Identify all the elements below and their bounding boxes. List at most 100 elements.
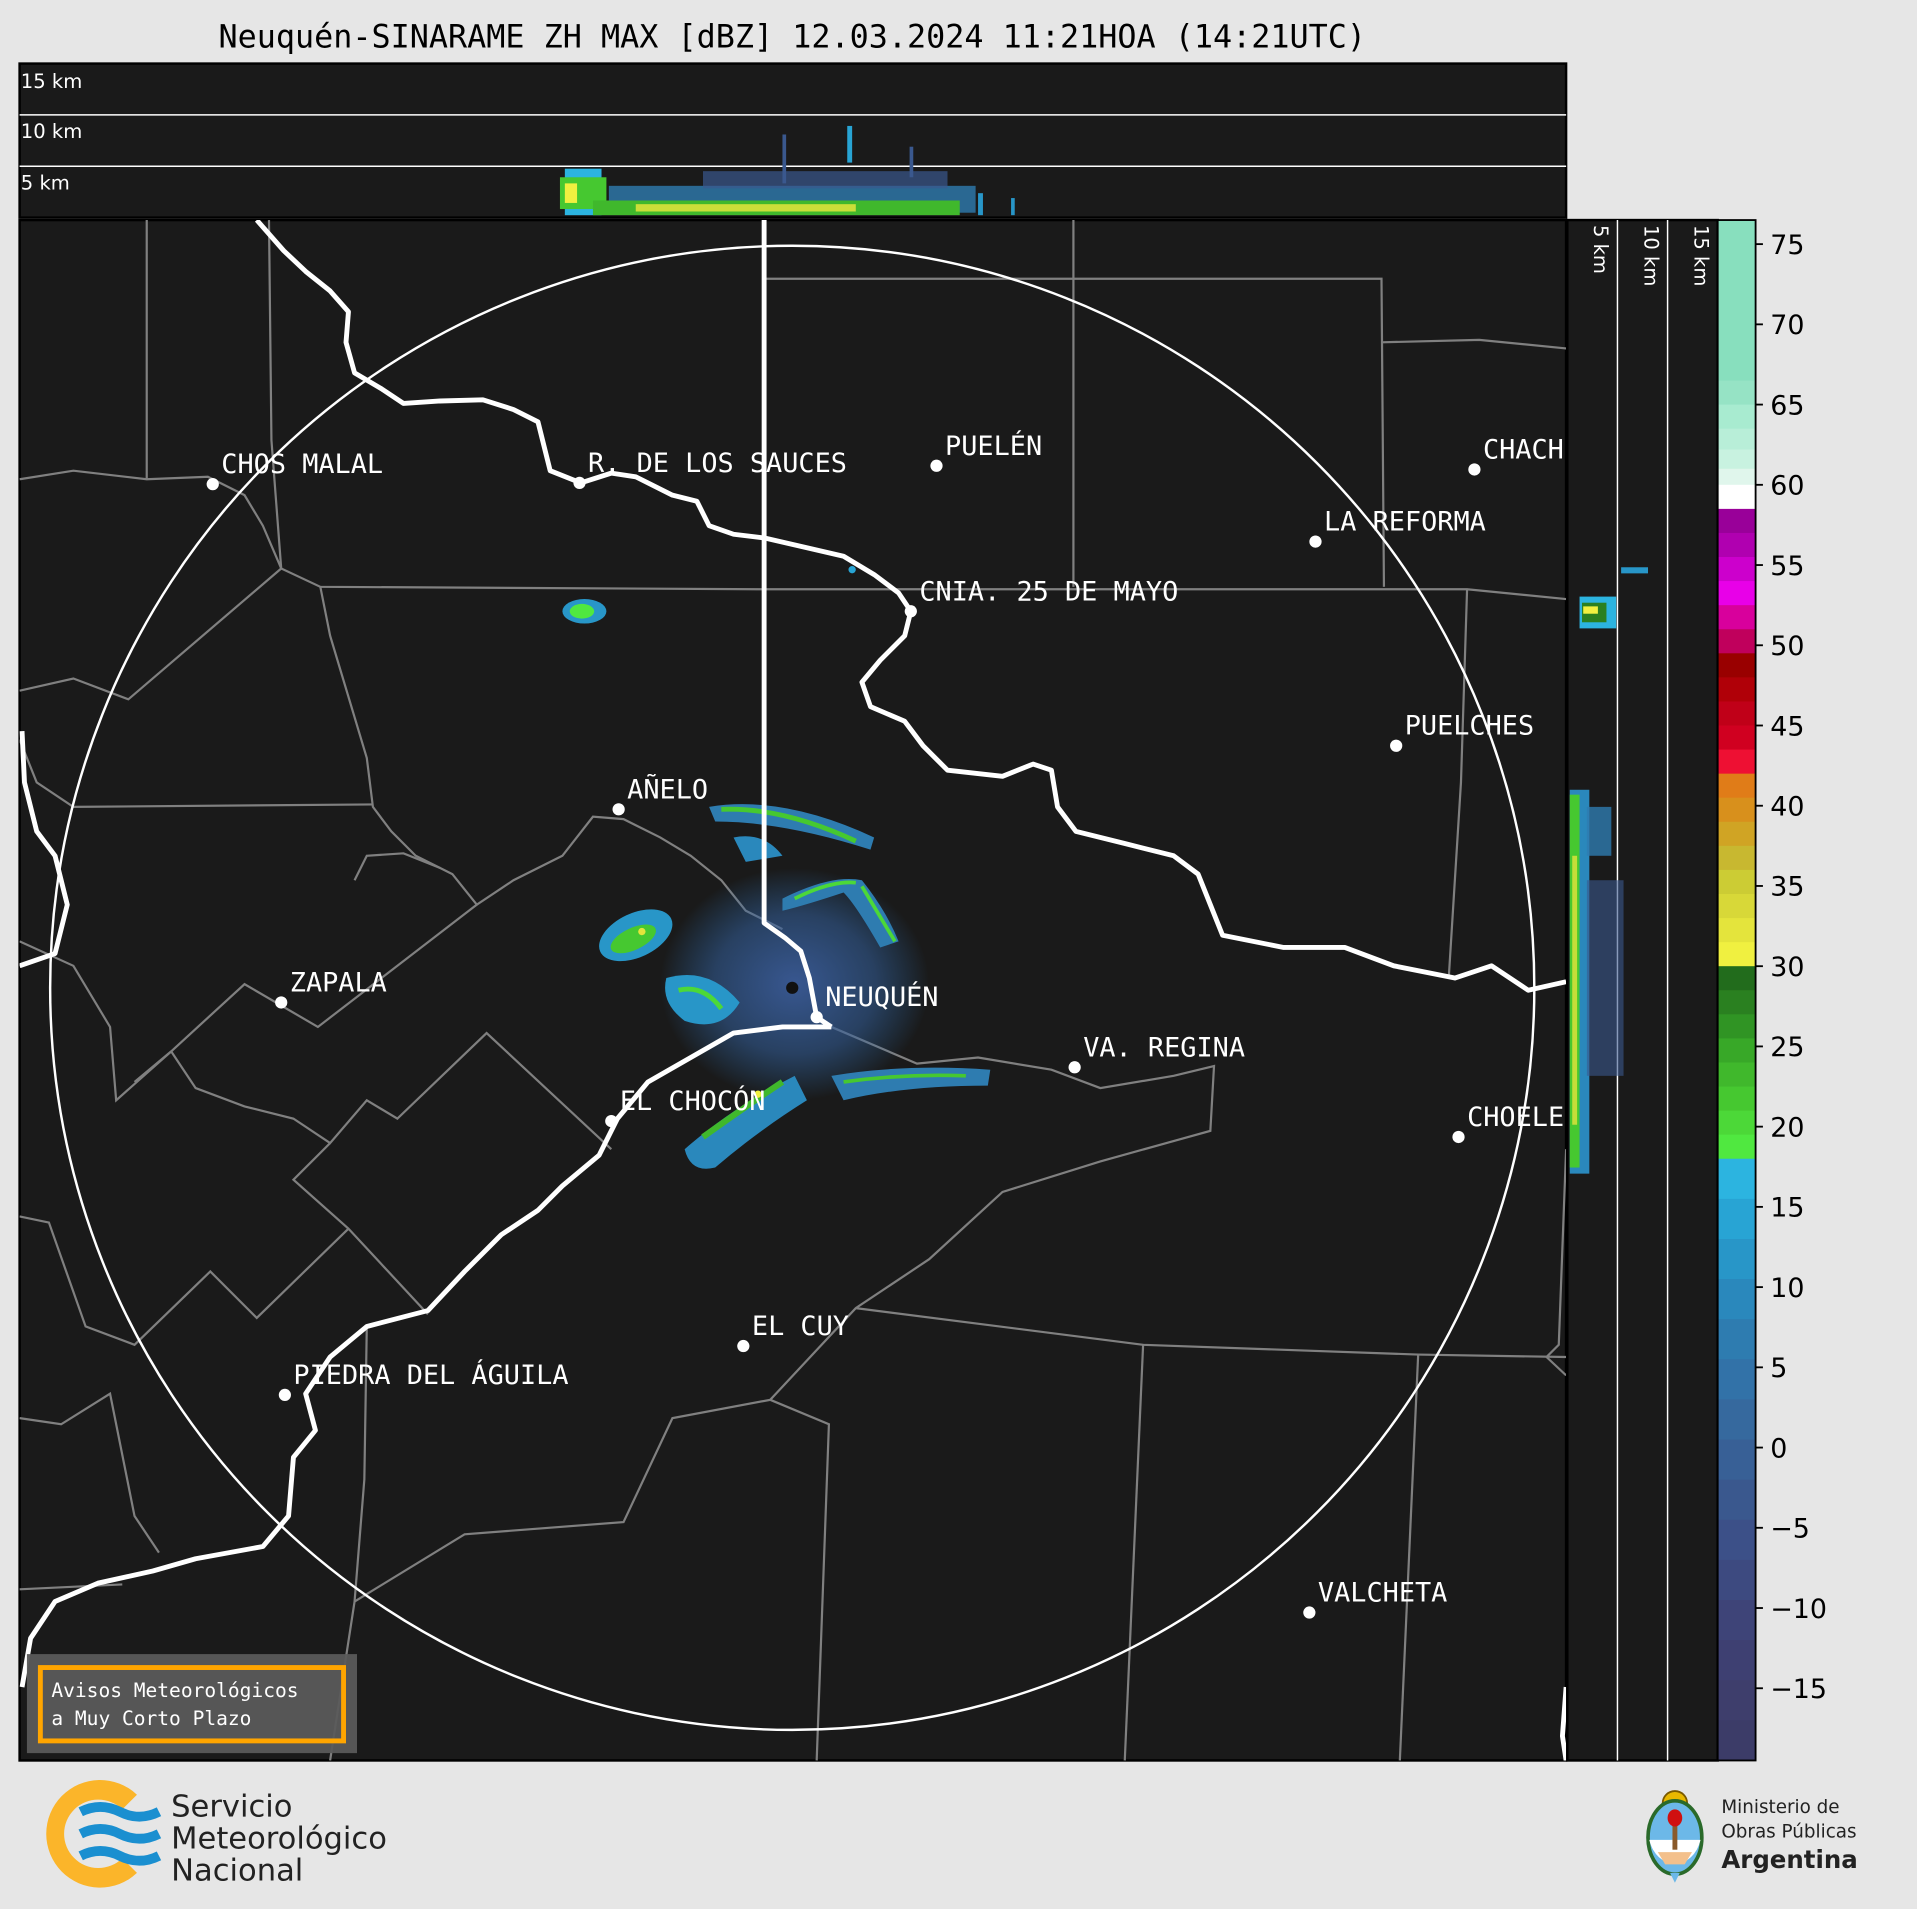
side-height-label-5km: 5 km: [1589, 225, 1612, 274]
colorbar-segment: [1717, 1720, 1756, 1762]
city-la-reforma: LA REFORMA: [1309, 507, 1486, 548]
top-height-panel: 15 km 10 km 5 km: [18, 62, 1568, 219]
colorbar-tick-label: 55: [1770, 551, 1804, 582]
city-dot-icon: [612, 803, 625, 816]
city-dot-icon: [737, 1339, 750, 1353]
colorbar-segment: [1717, 468, 1756, 486]
colorbar-segment: [1717, 1062, 1756, 1088]
colorbar-segment: [1717, 1014, 1756, 1040]
colorbar-segment: [1717, 725, 1756, 751]
smn-waves-icon: [78, 1802, 162, 1866]
colorbar-tick-label: 70: [1770, 310, 1804, 341]
city-dot-icon: [605, 1114, 618, 1128]
colorbar-segment: [1717, 1359, 1756, 1401]
city-dot-icon: [1452, 1130, 1465, 1144]
city-label: AÑELO: [627, 773, 708, 805]
smn-logo: Servicio Meteorológico Nacional: [46, 1780, 387, 1888]
city-dot-icon: [1309, 535, 1322, 548]
colorbar-segment: [1717, 677, 1756, 703]
colorbar-segment: [1717, 428, 1756, 451]
colorbar-segment: [1717, 1640, 1756, 1681]
city-va-regina: VA. REGINA: [1068, 1032, 1245, 1074]
colorbar-segment: [1717, 557, 1756, 582]
city-dot-icon: [206, 478, 219, 491]
city-dot-icon: [1068, 1061, 1081, 1074]
city-label: ZAPALA: [290, 967, 387, 998]
colorbar-segment: [1717, 605, 1756, 630]
colorbar-tick-label: 0: [1770, 1433, 1787, 1464]
city-label: NEUQUÉN: [825, 981, 938, 1013]
top-panel-echoes: [559, 125, 1015, 216]
colorbar-segment: [1717, 918, 1756, 943]
colorbar-tick-label: 15: [1770, 1193, 1804, 1224]
alert-box-border: [37, 1665, 347, 1744]
city-label: EL CHOCÓN: [620, 1085, 766, 1117]
colorbar-segment: [1717, 404, 1756, 430]
city-dot-icon: [1468, 463, 1481, 476]
side-height-label-15km: 15 km: [1689, 225, 1712, 286]
colorbar-segment: [1717, 797, 1756, 823]
city-label: PIEDRA DEL ÁGUILA: [293, 1359, 568, 1391]
city-chos-malal: CHOS MALAL: [206, 449, 383, 491]
colorbar-segment: [1717, 1680, 1756, 1721]
city-zapala: ZAPALA: [275, 967, 387, 1009]
colorbar-tick-label: 30: [1770, 952, 1804, 983]
colorbar-tick-label: −5: [1770, 1514, 1810, 1545]
colorbar-tick-label: 60: [1770, 471, 1804, 502]
colorbar-tick-label: 20: [1770, 1112, 1804, 1143]
city-markers: CHOS MALAL R. DE LOS SAUCES PUELÉN CHACH LA …: [206, 430, 1564, 1619]
colorbar-tick-label: 50: [1770, 631, 1804, 662]
colorbar-segment: [1717, 821, 1756, 847]
colorbar-tick-label: 65: [1770, 390, 1804, 421]
colorbar-segment: [1717, 1158, 1756, 1200]
colorbar-segment: [1717, 773, 1756, 799]
figure-title: Neuquén-SINARAME ZH MAX [dBZ] 12.03.2024…: [218, 20, 1365, 56]
city-label: CHOS MALAL: [221, 449, 383, 480]
colorbar-segment: [1717, 380, 1756, 406]
city-label: EL CUY: [752, 1311, 849, 1342]
side-height-panel: 5 km 10 km 15 km: [1566, 218, 1719, 1762]
colorbar-segment: [1717, 532, 1756, 558]
city-dot-icon: [810, 1011, 823, 1024]
height-label-15km: 15 km: [21, 70, 82, 93]
ministry-text-2: Obras Públicas: [1721, 1821, 1856, 1842]
city-dot-icon: [904, 605, 917, 618]
city-piedra-del-águila: PIEDRA DEL ÁGUILA: [278, 1359, 568, 1402]
colorbar-tick-label: 35: [1770, 872, 1804, 903]
colorbar-tick-label: 40: [1770, 792, 1804, 823]
city-label: LA REFORMA: [1324, 507, 1486, 538]
colorbar-segment: [1717, 508, 1756, 534]
colorbar-segment: [1717, 869, 1756, 895]
city-chach: CHACH: [1468, 434, 1564, 476]
colorbar-segment: [1717, 1399, 1756, 1441]
colorbar-segment: [1717, 701, 1756, 727]
city-dot-icon: [573, 476, 586, 490]
colorbar-segment: [1717, 629, 1756, 654]
city-label: PUELÉN: [945, 430, 1042, 462]
colorbar-segment: [1717, 1086, 1756, 1112]
colorbar-segment: [1717, 942, 1756, 967]
alert-box[interactable]: Avisos Meteorológicos a Muy Corto Plazo: [26, 1654, 358, 1754]
ministry-text-3: Argentina: [1721, 1845, 1857, 1874]
alert-box-line1: Avisos Meteorológicos: [51, 1679, 298, 1702]
colorbar-segment: [1717, 1110, 1756, 1136]
colorbar-segment: [1717, 966, 1756, 991]
height-label-5km: 5 km: [21, 171, 70, 194]
colorbar-segment: [1717, 1559, 1756, 1601]
colorbar-segment: [1717, 1319, 1756, 1360]
radar-map[interactable]: CHOS MALAL R. DE LOS SAUCES PUELÉN CHACH LA …: [18, 218, 1568, 1762]
city-el-chocón: EL CHOCÓN: [605, 1085, 766, 1128]
city-label: VA. REGINA: [1083, 1032, 1245, 1063]
coat-of-arms-icon: [1646, 1790, 1704, 1883]
colorbar-tick-label: 25: [1770, 1032, 1804, 1063]
ministry-logo: Ministerio de Obras Públicas Argentina: [1646, 1790, 1858, 1883]
colorbar-frame: [1716, 219, 1757, 1762]
smn-ring-icon: [46, 1780, 137, 1888]
city-label: PUELCHES: [1405, 711, 1534, 742]
city-choele: CHOELE: [1452, 1102, 1564, 1144]
city-r-de-los-sauces: R. DE LOS SAUCES: [573, 448, 847, 490]
side-panel-echoes: [1569, 567, 1649, 1174]
colorbar-tick-label: 75: [1770, 230, 1804, 261]
colorbar-segment: [1717, 581, 1756, 606]
